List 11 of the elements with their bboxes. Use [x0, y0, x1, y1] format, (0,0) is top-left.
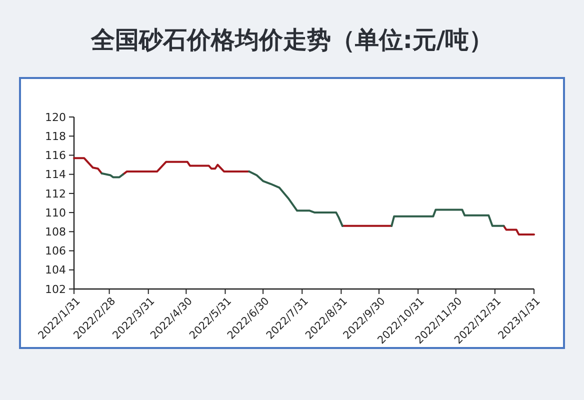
y-tick-label: 106 [45, 244, 66, 258]
y-tick-label: 110 [45, 206, 66, 220]
y-tick-label: 118 [45, 130, 66, 143]
y-tick-label: 104 [45, 264, 66, 277]
y-tick-label: 116 [45, 149, 66, 162]
y-tick-label: 112 [45, 187, 66, 200]
y-tick-label: 120 [45, 110, 66, 124]
y-tick-label: 108 [45, 226, 66, 239]
y-tick-label: 114 [45, 168, 66, 182]
chart-title: 全国砂石价格均价走势（单位:元/吨） [90, 26, 494, 54]
y-tick-label: 102 [45, 282, 66, 296]
